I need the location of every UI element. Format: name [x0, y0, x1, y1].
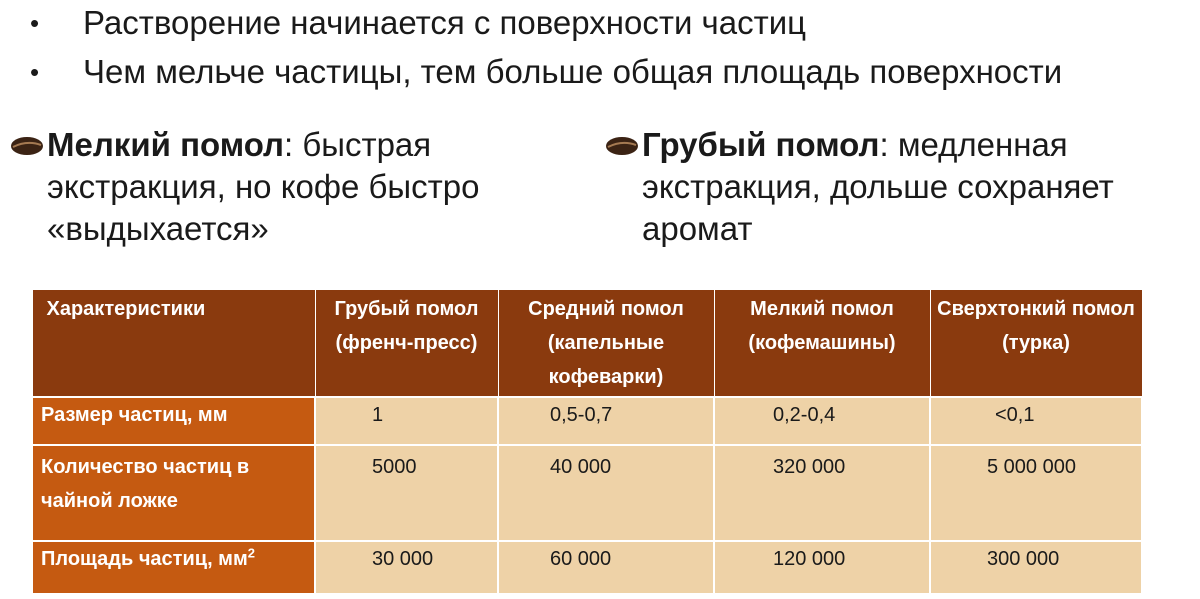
table-cell: 40 000 — [497, 444, 715, 542]
coarse-grind-text: : медленная экстракция, дольше сохраняет… — [642, 126, 1114, 247]
header-fine: Мелкий помол (кофемашины) — [713, 289, 931, 398]
row-label: Количество частиц в чайной ложке — [31, 444, 316, 542]
row-label: Площадь частиц, мм2 — [31, 540, 316, 595]
row-label: Размер частиц, мм — [31, 396, 316, 446]
table-cell: 0,5-0,7 — [497, 396, 715, 446]
coarse-grind-term: Грубый помол — [642, 126, 880, 163]
table-cell: 60 000 — [497, 540, 715, 595]
header-coarse: Грубый помол (френч-пресс) — [314, 289, 499, 398]
header-extra-fine: Сверхтонкий помол (турка) — [929, 289, 1143, 398]
fine-grind-text: : быстрая экстракция, но кофе быстро «вы… — [47, 126, 480, 247]
table-cell: 320 000 — [713, 444, 931, 542]
table-cell: 30 000 — [314, 540, 499, 595]
fine-grind-note: Мелкий помол: быстрая экстракция, но коф… — [10, 124, 570, 250]
header-characteristics: Характеристики — [31, 289, 316, 398]
table-header-row: Характеристики Грубый помол (френч-пресс… — [31, 289, 1143, 398]
table-cell: 300 000 — [929, 540, 1143, 595]
grind-comparison-table: Характеристики Грубый помол (френч-пресс… — [31, 289, 1143, 595]
coffee-bean-icon — [606, 137, 638, 155]
table-row: Размер частиц, мм 1 0,5-0,7 0,2-0,4 <0,1 — [31, 396, 1143, 446]
table-cell: 5000 — [314, 444, 499, 542]
table-cell: 5 000 000 — [929, 444, 1143, 542]
coarse-grind-note: Грубый помол: медленная экстракция, доль… — [605, 124, 1185, 250]
bullet-marker: • — [30, 8, 40, 38]
coffee-bean-icon — [11, 137, 43, 155]
bullet-text: Чем мельче частицы, тем больше общая пло… — [83, 53, 1063, 90]
bullet-marker: • — [30, 57, 40, 87]
table-row: Количество частиц в чайной ложке 5000 40… — [31, 444, 1143, 542]
header-medium: Средний помол (капельные кофеварки) — [497, 289, 715, 398]
table-cell: 120 000 — [713, 540, 931, 595]
fine-grind-term: Мелкий помол — [47, 126, 284, 163]
table-cell: 0,2-0,4 — [713, 396, 931, 446]
table-cell: <0,1 — [929, 396, 1143, 446]
bullet-text: Растворение начинается с поверхности час… — [83, 4, 807, 41]
superscript: 2 — [247, 545, 256, 561]
table-row: Площадь частиц, мм2 30 000 60 000 120 00… — [31, 540, 1143, 595]
table-cell: 1 — [314, 396, 499, 446]
